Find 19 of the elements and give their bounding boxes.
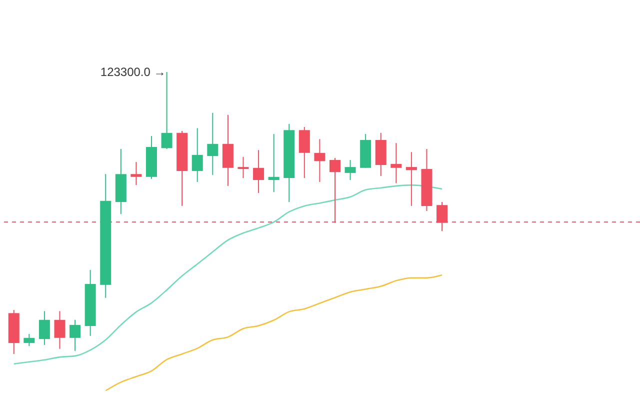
candlestick — [253, 150, 264, 194]
candlestick — [344, 159, 356, 180]
candlestick — [268, 134, 280, 193]
candlestick — [54, 310, 66, 350]
candlestick — [298, 126, 310, 179]
candlestick — [390, 142, 402, 184]
candlestick — [436, 201, 448, 232]
candlestick — [314, 138, 326, 182]
candlestick — [130, 161, 142, 186]
annotation: 123300.0 → — [100, 65, 166, 80]
candlestick — [238, 156, 249, 179]
candlestick — [207, 112, 218, 176]
candlestick — [24, 333, 35, 347]
candlestick — [70, 319, 81, 352]
candlestick — [222, 114, 234, 186]
candlestick — [406, 152, 417, 206]
candlestick — [38, 310, 50, 346]
candlestick — [329, 158, 340, 224]
candlestick — [192, 128, 203, 182]
